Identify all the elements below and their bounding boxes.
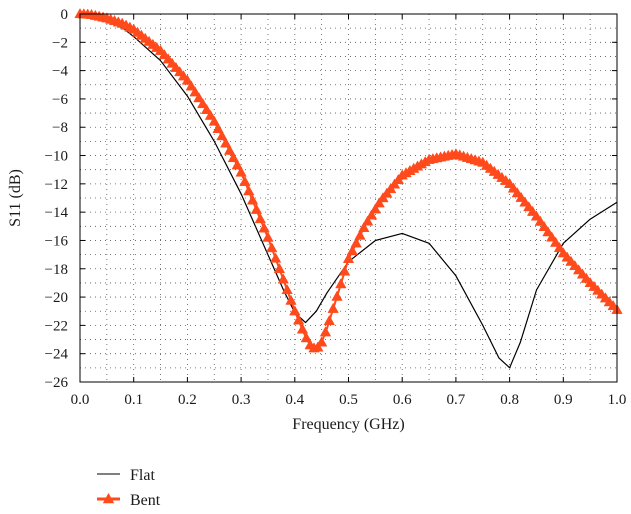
data-point-bent (220, 137, 232, 148)
x-tick-label: 0.0 (71, 392, 90, 408)
data-point-bent (369, 203, 382, 214)
x-tick-label: 0.5 (339, 392, 358, 408)
data-point-bent (323, 314, 335, 326)
data-point-bent (235, 166, 247, 177)
data-point-bent (266, 242, 278, 253)
y-axis-label: S11 (dB) (7, 169, 24, 227)
legend-item-flat: Flat (97, 467, 155, 484)
data-point-bent (358, 221, 370, 232)
data-point-bent (216, 130, 228, 141)
data-point-bent (335, 278, 347, 289)
y-tick-label: 0 (61, 7, 69, 23)
data-point-bent (285, 294, 297, 305)
data-point-bent (204, 109, 217, 120)
data-point-bent (327, 302, 339, 313)
data-point-bent (339, 265, 351, 276)
legend-marker-bent (102, 493, 115, 504)
data-point-bent (292, 314, 305, 325)
data-point-bent (197, 97, 209, 109)
data-point-bent (312, 341, 324, 352)
y-tick-label: −18 (45, 262, 68, 278)
y-tick-label: −2 (52, 35, 68, 51)
x-tick-label: 0.3 (232, 392, 251, 408)
data-point-bent (262, 231, 274, 242)
data-point-bent (273, 262, 286, 274)
x-tick-label: 0.7 (447, 392, 466, 408)
y-tick-label: −12 (45, 177, 68, 193)
y-tick-label: −4 (52, 64, 68, 80)
data-point-bent (300, 332, 312, 343)
data-point-bent (231, 159, 243, 170)
data-point-bent (181, 74, 194, 85)
legend-item-bent: Bent (97, 492, 161, 509)
data-point-bent (350, 237, 362, 248)
series-group (74, 7, 623, 369)
x-tick-label: 1.0 (608, 392, 627, 408)
y-tick-label: −16 (45, 233, 69, 249)
x-tick-label: 0.9 (554, 392, 573, 408)
data-point-bent (193, 92, 205, 103)
y-tick-label: −24 (45, 347, 69, 363)
data-point-bent (346, 245, 358, 256)
x-tick-label: 0.2 (178, 392, 197, 408)
data-point-bent (189, 86, 201, 97)
data-point-bent (315, 336, 328, 347)
data-point-bent (250, 203, 263, 214)
y-tick-label: −26 (45, 375, 69, 391)
data-point-bent (281, 283, 293, 295)
data-point-bent (354, 229, 366, 240)
data-point-bent (331, 290, 343, 301)
x-tick-label: 0.6 (393, 392, 412, 408)
legend-label-bent: Bent (130, 492, 161, 509)
data-point-bent (200, 103, 213, 114)
legend: Flat Bent (97, 467, 161, 509)
data-point-bent (223, 144, 236, 155)
legend-label-flat: Flat (130, 467, 155, 484)
data-point-bent (254, 213, 266, 224)
y-tick-label: −22 (45, 318, 68, 334)
data-point-bent (269, 252, 282, 263)
data-point-bent (258, 222, 270, 233)
data-point-bent (208, 115, 220, 126)
data-point-bent (296, 323, 309, 334)
data-point-bent (277, 273, 289, 284)
y-tick-label: −8 (52, 120, 68, 136)
data-point-bent (362, 215, 374, 226)
series-line-flat (79, 13, 618, 369)
data-point-bent (239, 175, 251, 186)
x-tick-label: 0.4 (285, 392, 304, 408)
y-tick-label: −10 (45, 149, 68, 165)
x-tick-label: 0.1 (124, 392, 143, 408)
y-tick-label: −20 (45, 290, 68, 306)
data-point-bent (319, 326, 332, 337)
data-point-bent (365, 209, 378, 220)
axes: 0.0 0.1 0.2 0.3 0.4 0.5 0.6 0.7 0.8 0.9 1.0 0 −2 −4 −6… (45, 7, 627, 408)
data-point-bent (227, 151, 240, 163)
y-tick-label: −6 (52, 92, 68, 108)
data-point-bent (246, 194, 259, 205)
data-point-bent (373, 197, 385, 208)
data-point-bent (212, 122, 224, 133)
grid (80, 14, 617, 382)
data-point-bent (243, 185, 255, 196)
y-tick-label: −14 (45, 205, 69, 221)
x-axis-label: Frequency (GHz) (292, 416, 404, 433)
data-point-bent (185, 80, 197, 91)
data-point-bent (289, 305, 301, 316)
x-tick-label: 0.8 (500, 392, 519, 408)
data-point-bent (342, 252, 355, 263)
